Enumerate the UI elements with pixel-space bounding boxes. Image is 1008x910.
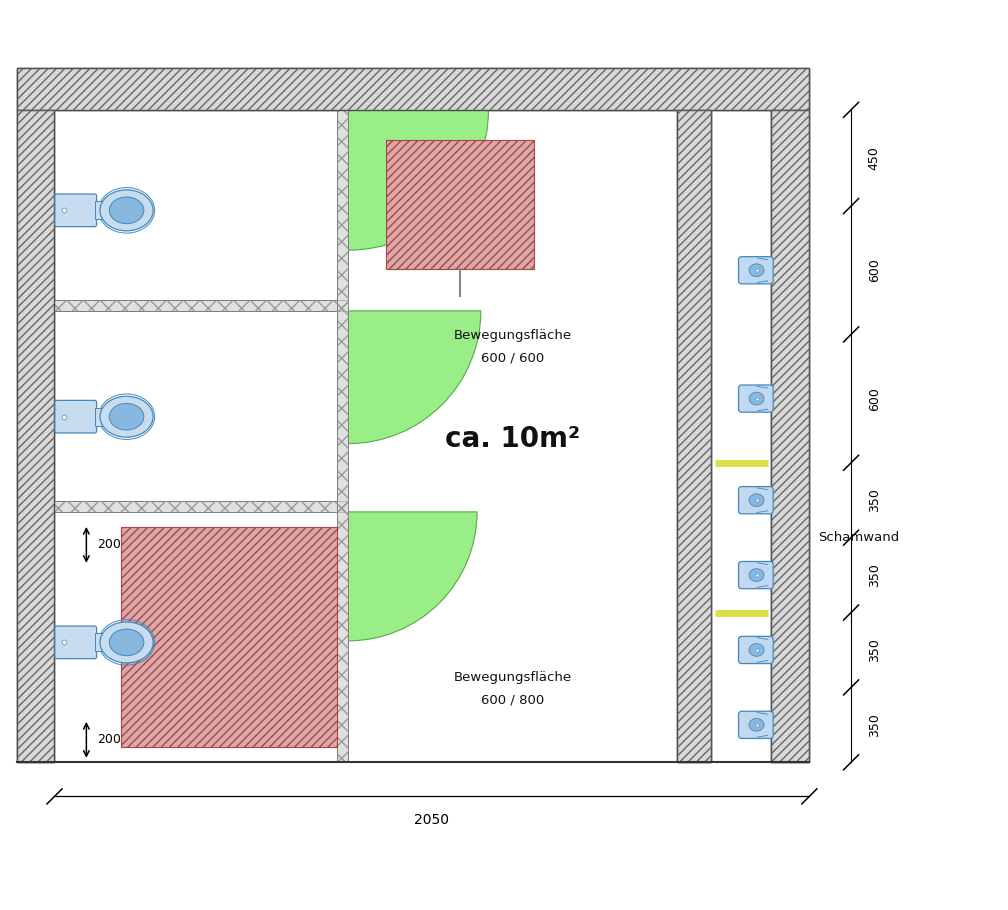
Bar (771, 110, 809, 763)
Bar (95, 201, 102, 219)
Bar (16, 68, 809, 110)
Bar (54, 501, 348, 512)
Bar (386, 140, 534, 269)
Ellipse shape (100, 622, 153, 662)
Bar (121, 527, 338, 747)
Text: 600 / 800: 600 / 800 (481, 693, 544, 706)
Bar (338, 110, 348, 763)
Bar (121, 527, 338, 747)
Text: 600: 600 (868, 258, 881, 282)
Bar (338, 110, 348, 763)
Bar (16, 68, 809, 110)
Bar (771, 110, 809, 763)
Bar (768, 490, 771, 511)
Bar (768, 259, 771, 281)
Bar (54, 110, 676, 763)
Bar (676, 110, 711, 763)
Text: 2050: 2050 (414, 814, 450, 827)
Ellipse shape (749, 264, 764, 277)
Ellipse shape (749, 643, 764, 656)
Text: Bewegungsfläche: Bewegungsfläche (454, 329, 572, 342)
FancyBboxPatch shape (739, 636, 773, 663)
Bar (768, 640, 771, 661)
Text: 600: 600 (868, 387, 881, 410)
Bar (768, 388, 771, 410)
Ellipse shape (109, 197, 144, 224)
Bar (676, 110, 711, 763)
Bar (16, 68, 809, 110)
Bar (771, 110, 809, 763)
Bar (16, 110, 54, 763)
Ellipse shape (749, 392, 764, 405)
Ellipse shape (100, 396, 153, 437)
Text: Bewegungsfläche: Bewegungsfläche (454, 671, 572, 683)
Text: Schamwand: Schamwand (818, 531, 900, 544)
Wedge shape (348, 110, 489, 250)
Wedge shape (348, 311, 481, 443)
FancyBboxPatch shape (739, 487, 773, 514)
Bar (54, 300, 348, 311)
Ellipse shape (109, 403, 144, 430)
Text: 350: 350 (868, 563, 881, 587)
Bar (54, 501, 348, 512)
Bar (95, 408, 102, 426)
FancyBboxPatch shape (54, 194, 97, 227)
Text: ca. 10m²: ca. 10m² (445, 426, 580, 453)
Ellipse shape (100, 190, 153, 231)
Text: 350: 350 (868, 489, 881, 512)
Text: 350: 350 (868, 638, 881, 662)
Bar (16, 110, 54, 763)
FancyBboxPatch shape (739, 712, 773, 738)
FancyBboxPatch shape (54, 626, 97, 659)
Bar (676, 110, 711, 763)
Wedge shape (348, 512, 477, 641)
FancyBboxPatch shape (739, 561, 773, 589)
Bar (95, 633, 102, 652)
Bar (16, 110, 54, 763)
Text: 350: 350 (868, 713, 881, 737)
Bar (676, 110, 711, 763)
Ellipse shape (749, 719, 764, 731)
Ellipse shape (749, 494, 764, 507)
Text: 200: 200 (97, 539, 121, 551)
Bar (771, 110, 809, 763)
Bar (711, 110, 771, 763)
Bar (768, 564, 771, 586)
Bar (386, 140, 534, 269)
Text: 450: 450 (868, 146, 881, 170)
Bar (768, 714, 771, 735)
Text: 200: 200 (97, 733, 121, 746)
Bar (16, 110, 54, 763)
Bar (16, 68, 809, 110)
FancyBboxPatch shape (739, 257, 773, 284)
Ellipse shape (109, 629, 144, 656)
Ellipse shape (749, 569, 764, 581)
FancyBboxPatch shape (54, 400, 97, 433)
Text: 600 / 600: 600 / 600 (481, 352, 544, 365)
FancyBboxPatch shape (739, 385, 773, 412)
Bar (54, 300, 348, 311)
